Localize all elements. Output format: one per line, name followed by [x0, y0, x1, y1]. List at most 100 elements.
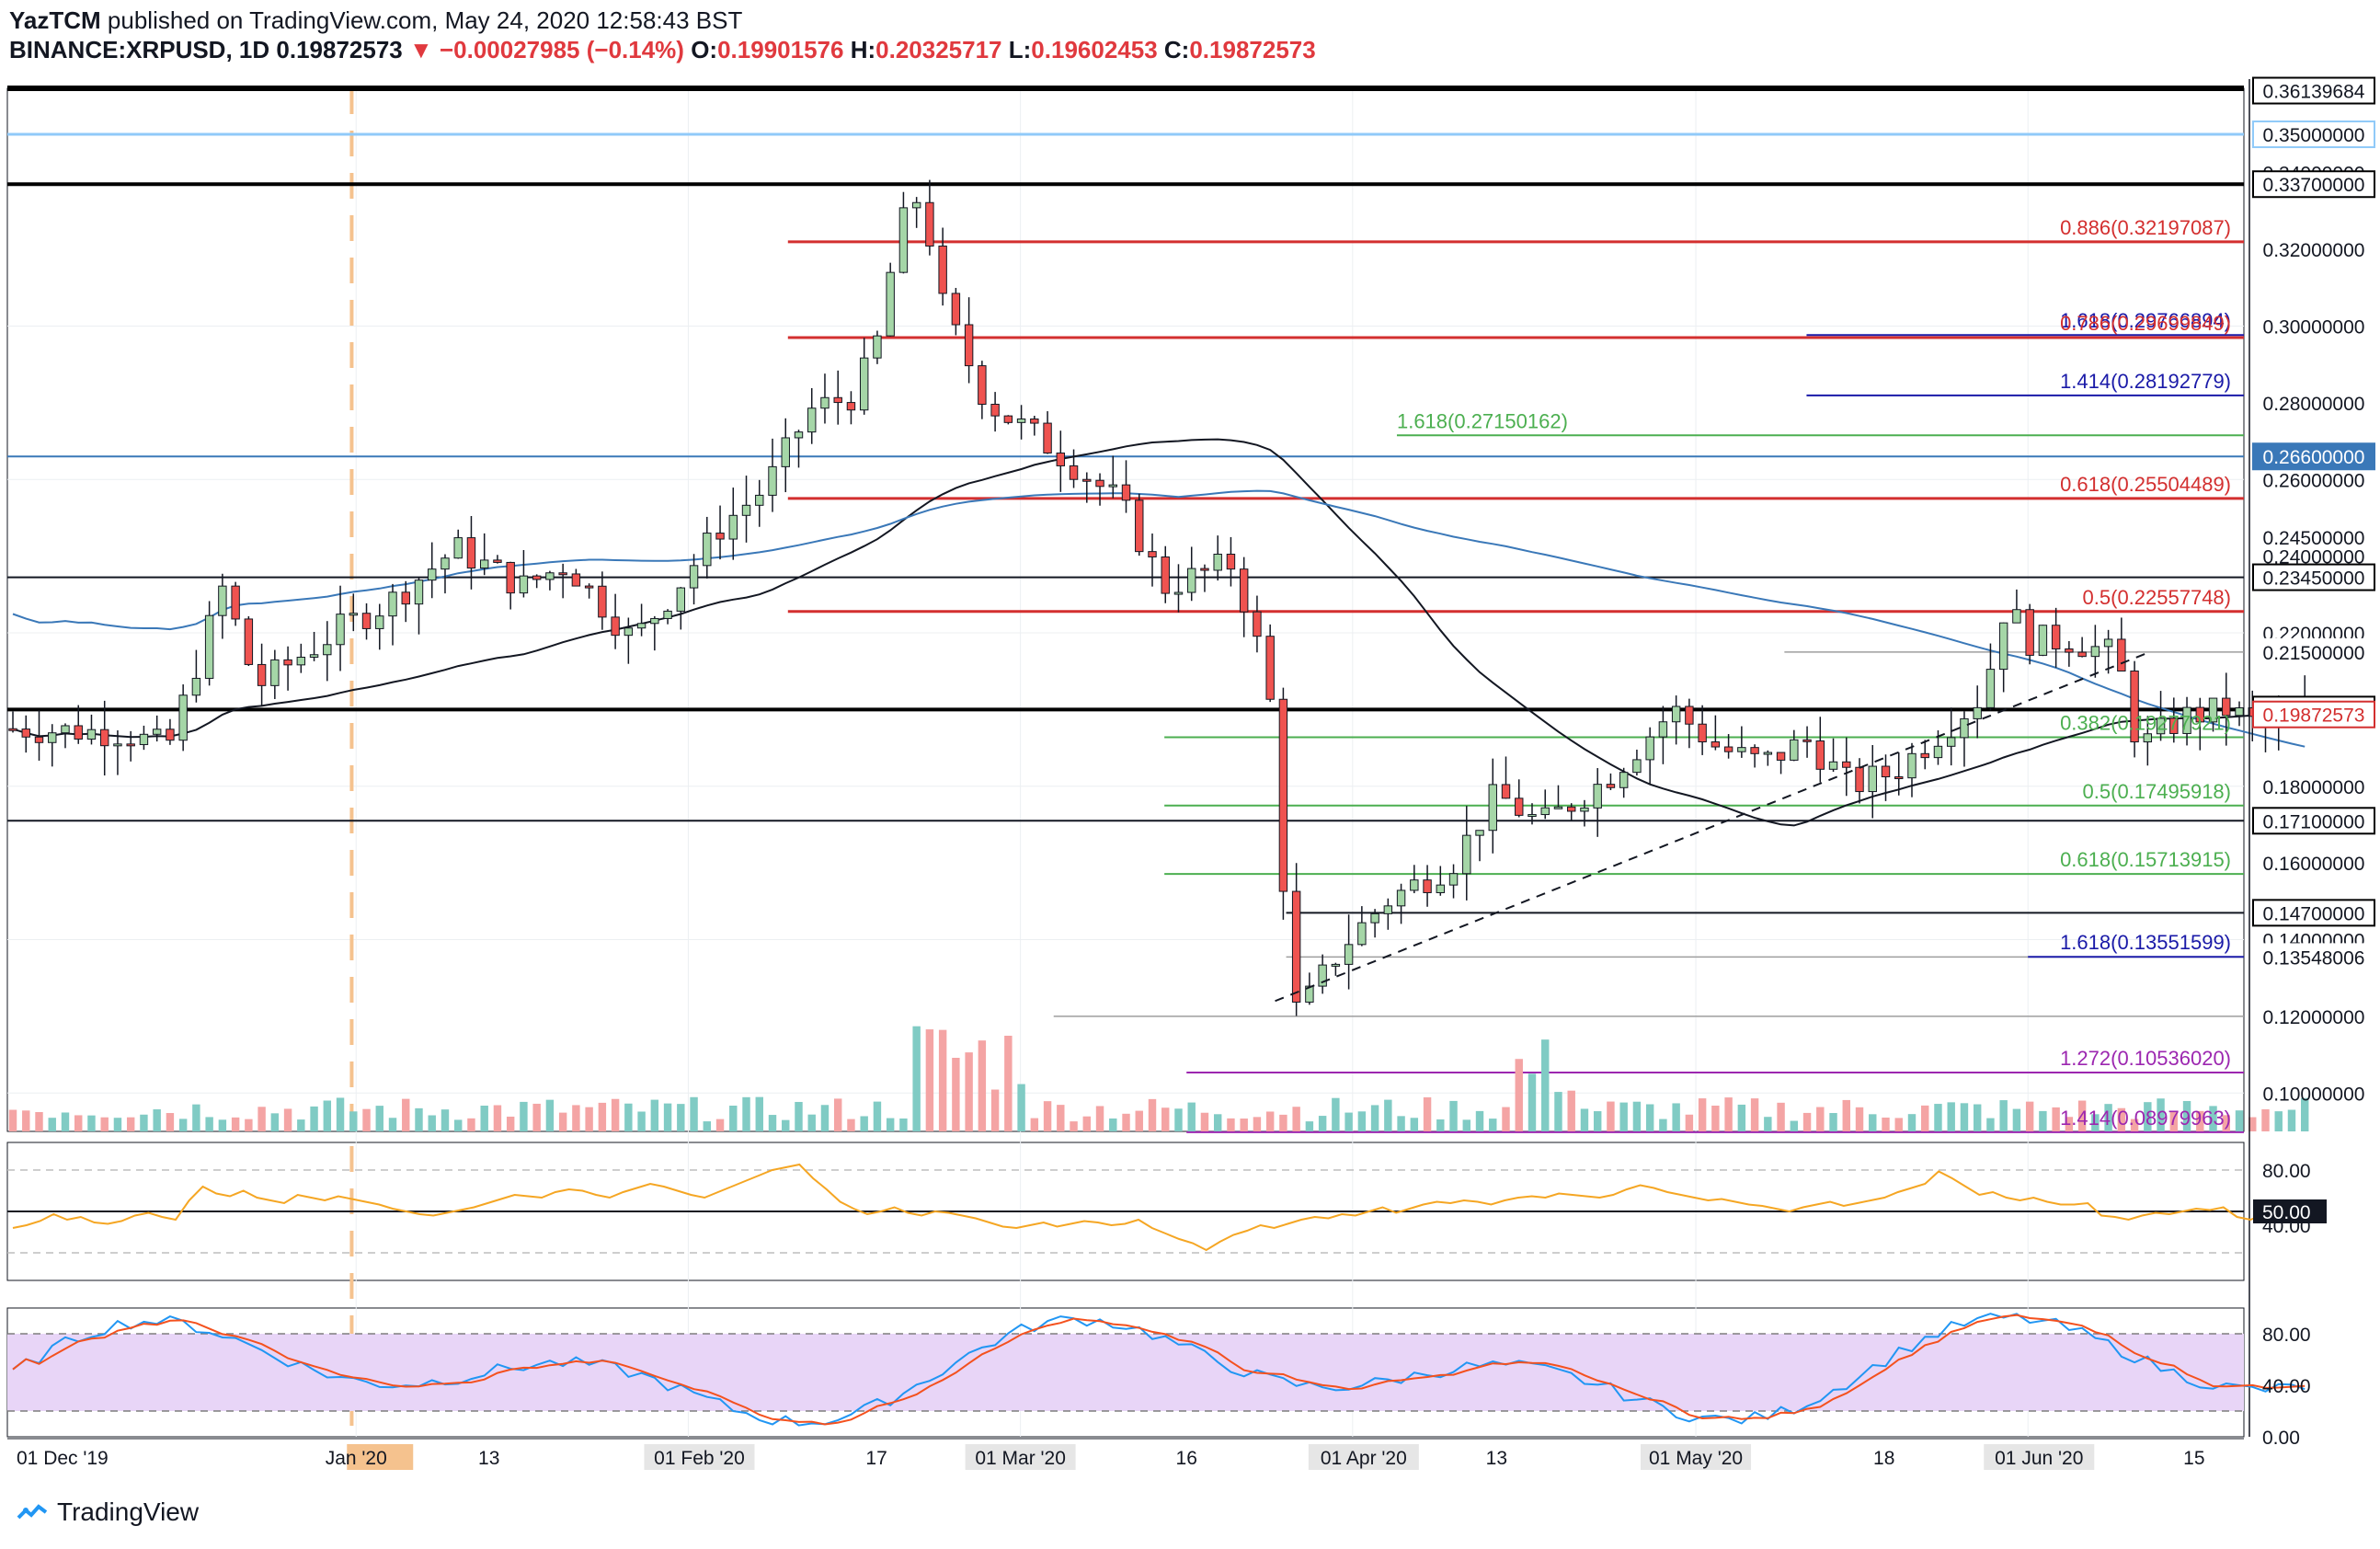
- volume-bar: [1187, 1102, 1196, 1131]
- candle-body: [2235, 707, 2244, 717]
- volume-bar: [48, 1118, 56, 1131]
- candle-body: [1828, 761, 1838, 770]
- rsi-line: [12, 1163, 2306, 1252]
- volume-bar: [2287, 1109, 2296, 1131]
- candle-body: [978, 365, 987, 405]
- candle-body: [2090, 646, 2100, 658]
- volume-bar: [441, 1109, 450, 1131]
- volume-bar: [1292, 1107, 1300, 1131]
- symbol-label[interactable]: BINANCE:XRPUSD, 1D: [9, 36, 270, 63]
- fib-label: 1.618(0.13551599): [2060, 931, 2231, 954]
- fib-label: 1.272(0.10536020): [2060, 1047, 2231, 1070]
- price-level-box: [2252, 76, 2375, 105]
- candle-body: [2130, 671, 2139, 743]
- volume-bar: [899, 1118, 908, 1131]
- price-change: −0.00027985 (−0.14%): [439, 36, 684, 63]
- candle-body: [1737, 747, 1746, 752]
- candle-body: [1318, 964, 1327, 987]
- candle-body: [1960, 717, 1969, 739]
- volume-bar: [1554, 1092, 1562, 1131]
- candle-body: [1423, 879, 1432, 893]
- candle-body: [466, 537, 476, 569]
- volume-bar: [375, 1106, 383, 1131]
- candle-body: [1501, 784, 1511, 799]
- stoch-tick-label: 40.00: [2262, 1376, 2311, 1397]
- volume-bar: [1672, 1103, 1680, 1131]
- price-tick-label: 0.26000000: [2263, 470, 2365, 491]
- candle-body: [911, 201, 921, 209]
- candle-body: [1645, 736, 1654, 761]
- candle-body: [1056, 453, 1066, 466]
- time-axis[interactable]: 01 Dec '19 Jan '20 13 01 Feb '20 17 01 Mar '2…: [7, 1438, 2244, 1470]
- candle-body: [1278, 698, 1288, 892]
- volume-bar: [1515, 1059, 1523, 1131]
- volume-bar: [2274, 1111, 2283, 1131]
- fib-label: 0.382(0.19277921): [2060, 712, 2231, 735]
- footer-brand[interactable]: TradingView: [17, 1497, 199, 1527]
- candle-body: [873, 335, 882, 359]
- candle-body: [794, 431, 804, 439]
- candle-body: [1488, 784, 1497, 832]
- candle-body: [1750, 747, 1759, 754]
- volume-bar: [1737, 1104, 1746, 1131]
- volume-bar: [1332, 1097, 1340, 1131]
- volume-bar: [1200, 1112, 1209, 1131]
- volume-bar: [1829, 1113, 1837, 1131]
- volume-bar: [611, 1098, 620, 1131]
- candle-body: [61, 725, 70, 734]
- candle-body: [1763, 752, 1773, 755]
- volume-bar: [1305, 1121, 1314, 1131]
- volume-bar: [362, 1108, 371, 1131]
- volume-bar: [1240, 1119, 1248, 1131]
- candle-body: [532, 575, 542, 580]
- volume-bars: [8, 1026, 2309, 1131]
- candle-body: [178, 694, 188, 741]
- volume-bar: [1777, 1102, 1785, 1131]
- volume-bar: [1265, 1111, 1275, 1131]
- candle-body: [1894, 776, 1904, 780]
- volume-bar: [1148, 1098, 1157, 1131]
- candle-body: [1291, 890, 1301, 1003]
- fib-label: 0.5(0.17495918): [2083, 780, 2231, 803]
- volume-bar: [61, 1112, 70, 1131]
- price-tick-label: 0.33700000: [2263, 175, 2365, 196]
- volume-bar: [742, 1096, 750, 1131]
- price-level-box: [2252, 120, 2375, 149]
- candle-body: [1069, 465, 1079, 480]
- volume-bar: [1279, 1114, 1287, 1131]
- price-level-box: [2252, 1002, 2375, 1030]
- time-tick-label: 01 May '20: [1649, 1448, 1743, 1469]
- price-level-box: [2252, 563, 2375, 591]
- stoch-tick-label: 80.00: [2262, 1325, 2311, 1346]
- time-tick-label: 13: [1486, 1448, 1507, 1469]
- volume-bar: [715, 1119, 725, 1131]
- candle-body: [2208, 697, 2218, 723]
- horizontal-levels: [7, 132, 2244, 1133]
- candle-body: [191, 677, 201, 696]
- candle-body: [650, 617, 659, 625]
- candle-body: [323, 644, 332, 656]
- volume-bar: [1619, 1102, 1628, 1131]
- candle-body: [1148, 551, 1157, 557]
- price-level-box: [2252, 943, 2375, 971]
- candle-body: [1855, 766, 1864, 793]
- candle-body: [21, 729, 30, 738]
- price-axis[interactable]: 0.361396840.350000000.340000000.33700000…: [2248, 76, 2375, 1437]
- time-tick-label: 16: [1176, 1448, 1197, 1469]
- stoch-tick-label: 0.00: [2262, 1428, 2300, 1449]
- author-name[interactable]: YazTCM: [9, 6, 101, 34]
- volume-bar: [74, 1115, 83, 1131]
- candle-body: [113, 743, 122, 747]
- price-tick-label: 0.35000000: [2263, 125, 2365, 146]
- volume-bar: [35, 1111, 43, 1131]
- volume-bar: [87, 1115, 96, 1131]
- price-chart[interactable]: 0.886(0.32197087) 1.618(0.29766894)0.786(…: [0, 0, 2380, 1490]
- volume-bar: [1174, 1108, 1183, 1131]
- fib-label: 0.618(0.25504489): [2060, 473, 2231, 496]
- candle-body: [34, 736, 44, 743]
- volume-bar: [558, 1112, 567, 1131]
- candle-body: [257, 663, 267, 686]
- volume-bar: [1109, 1118, 1117, 1131]
- candle-body: [126, 743, 135, 747]
- candle-body: [1671, 706, 1681, 723]
